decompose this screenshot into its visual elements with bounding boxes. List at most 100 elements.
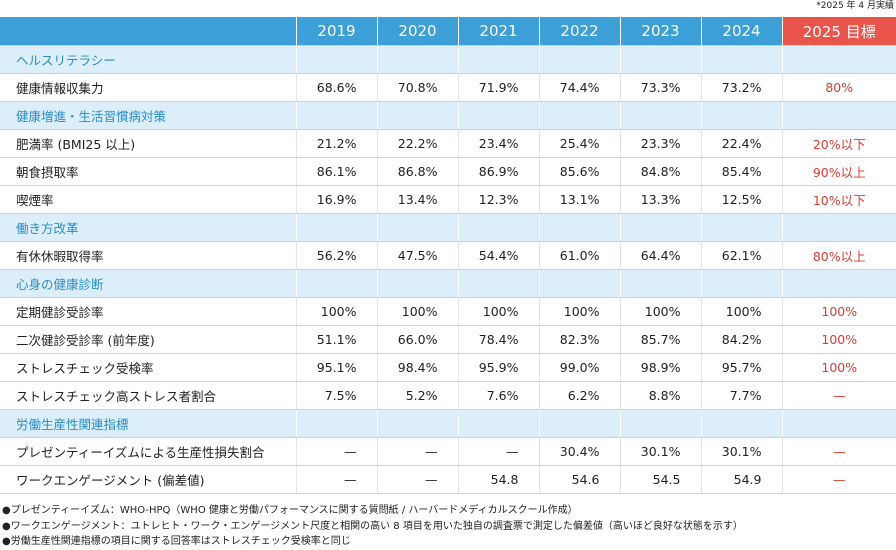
target-cell: 10%以下 (781, 185, 896, 214)
value-cell: 8.8% (619, 381, 701, 410)
value-cell: 5.2% (376, 381, 458, 410)
value-cell: 61.0% (538, 241, 620, 270)
value-cell: — (376, 465, 458, 494)
footnote: ●労働生産性関連指標の項目に関する回答率はストレスチェック受検率と同じ (2, 536, 351, 547)
section-cell (700, 269, 782, 298)
value-cell: 99.0% (538, 353, 620, 382)
value-cell: 100% (376, 297, 458, 326)
value-cell: 100% (295, 297, 377, 326)
section-row: 健康増進・生活習慣病対策 (0, 101, 896, 130)
section-cell (781, 213, 896, 242)
target-cell: 100% (781, 353, 896, 382)
value-cell: 86.1% (295, 157, 377, 186)
value-cell: 12.5% (700, 185, 782, 214)
row-label: 肥満率 (BMI25 以上) (0, 129, 296, 158)
value-cell: 12.3% (457, 185, 539, 214)
row-label: プレゼンティーイズムによる生産性損失割合 (0, 437, 296, 466)
row-label: ストレスチェック高ストレス者割合 (0, 381, 296, 410)
value-cell: 54.4% (457, 241, 539, 270)
value-cell: 30.1% (700, 437, 782, 466)
value-cell: 86.9% (457, 157, 539, 186)
value-cell: 54.9 (700, 465, 782, 494)
data-row: 朝食摂取率 86.1% 86.8% 86.9% 85.6% 84.8% 85.4% 90%以上 (0, 157, 896, 186)
section-cell (295, 409, 377, 438)
value-cell: 62.1% (700, 241, 782, 270)
section-cell (781, 101, 896, 130)
target-header: 2025 目標 (781, 17, 896, 46)
section-title: ヘルスリテラシー (0, 45, 296, 74)
table: 2019 2020 2021 2022 2023 2024 2025 目標 ヘルスリテラシー健… (0, 17, 896, 494)
row-label: 喫煙率 (0, 185, 296, 214)
value-cell: 73.2% (700, 73, 782, 102)
section-row: 働き方改革 (0, 213, 896, 242)
year-header: 2020 (376, 17, 458, 46)
section-cell (619, 213, 701, 242)
row-label: 二次健診受診率 (前年度) (0, 325, 296, 354)
target-cell: 100% (781, 325, 896, 354)
value-cell: 25.4% (538, 129, 620, 158)
value-cell: 74.4% (538, 73, 620, 102)
row-label: 健康情報収集力 (0, 73, 296, 102)
value-cell: 23.3% (619, 129, 701, 158)
data-row: ストレスチェック高ストレス者割合 7.5% 5.2% 7.6% 6.2% 8.8% 7.7%… (0, 381, 896, 410)
section-cell (376, 269, 458, 298)
note: *2025 年 4 月実績 (816, 1, 894, 11)
value-cell: — (457, 437, 539, 466)
value-cell: 47.5% (376, 241, 458, 270)
year-header: 2023 (619, 17, 701, 46)
value-cell: — (295, 465, 377, 494)
value-cell: 82.3% (538, 325, 620, 354)
section-cell (457, 409, 539, 438)
section-cell (295, 213, 377, 242)
section-cell (538, 45, 620, 74)
target-cell: 90%以上 (781, 157, 896, 186)
section-cell (781, 45, 896, 74)
header-cell (0, 17, 296, 46)
section-cell (619, 409, 701, 438)
value-cell: 13.1% (538, 185, 620, 214)
value-cell: 100% (619, 297, 701, 326)
data-row: 定期健診受診率 100% 100% 100% 100% 100% 100% 100% (0, 297, 896, 326)
section-cell (457, 269, 539, 298)
header-row: 2019 2020 2021 2022 2023 2024 2025 目標 (0, 17, 896, 46)
section-cell (295, 101, 377, 130)
target-cell: 100% (781, 297, 896, 326)
value-cell: 85.6% (538, 157, 620, 186)
footnote: ●プレゼンティーイズム：WHO-HPQ（WHO 健康と労働パフォーマンスに関する… (2, 505, 578, 516)
value-cell: 95.1% (295, 353, 377, 382)
value-cell: 22.4% (700, 129, 782, 158)
value-cell: 71.9% (457, 73, 539, 102)
section-cell (295, 269, 377, 298)
value-cell: 98.9% (619, 353, 701, 382)
row-label: 定期健診受診率 (0, 297, 296, 326)
data-row: ワークエンゲージメント (偏差値) — —54.8 54.6 54.5 54.9— (0, 465, 896, 494)
value-cell: 56.2% (295, 241, 377, 270)
data-row: 喫煙率 16.9% 13.4% 12.3% 13.1% 13.3% 12.5% 10%以下 (0, 185, 896, 214)
section-cell (700, 213, 782, 242)
value-cell: 16.9% (295, 185, 377, 214)
section-cell (457, 45, 539, 74)
value-cell: 22.2% (376, 129, 458, 158)
target-cell: — (781, 437, 896, 466)
value-cell: 64.4% (619, 241, 701, 270)
section-cell (295, 45, 377, 74)
value-cell: 85.7% (619, 325, 701, 354)
footnotes: ●プレゼンティーイズム：WHO-HPQ（WHO 健康と労働パフォーマンスに関する… (2, 503, 743, 550)
row-label: ワークエンゲージメント (偏差値) (0, 465, 296, 494)
value-cell: 54.6 (538, 465, 620, 494)
data-row: 肥満率 (BMI25 以上) 21.2% 22.2% 23.4% 25.4% 23.3% 2… (0, 129, 896, 158)
value-cell: 13.3% (619, 185, 701, 214)
target-cell: 20%以下 (781, 129, 896, 158)
section-cell (457, 213, 539, 242)
value-cell: 78.4% (457, 325, 539, 354)
section-row: 労働生産性関連指標 (0, 409, 896, 438)
value-cell: 7.5% (295, 381, 377, 410)
value-cell: 6.2% (538, 381, 620, 410)
value-cell: 23.4% (457, 129, 539, 158)
section-cell (781, 409, 896, 438)
data-row: 健康情報収集力 68.6% 70.8% 71.9% 74.4% 73.3% 73.2% 80% (0, 73, 896, 102)
value-cell: 95.7% (700, 353, 782, 382)
row-label: ストレスチェック受検率 (0, 353, 296, 382)
year-header: 2022 (538, 17, 620, 46)
